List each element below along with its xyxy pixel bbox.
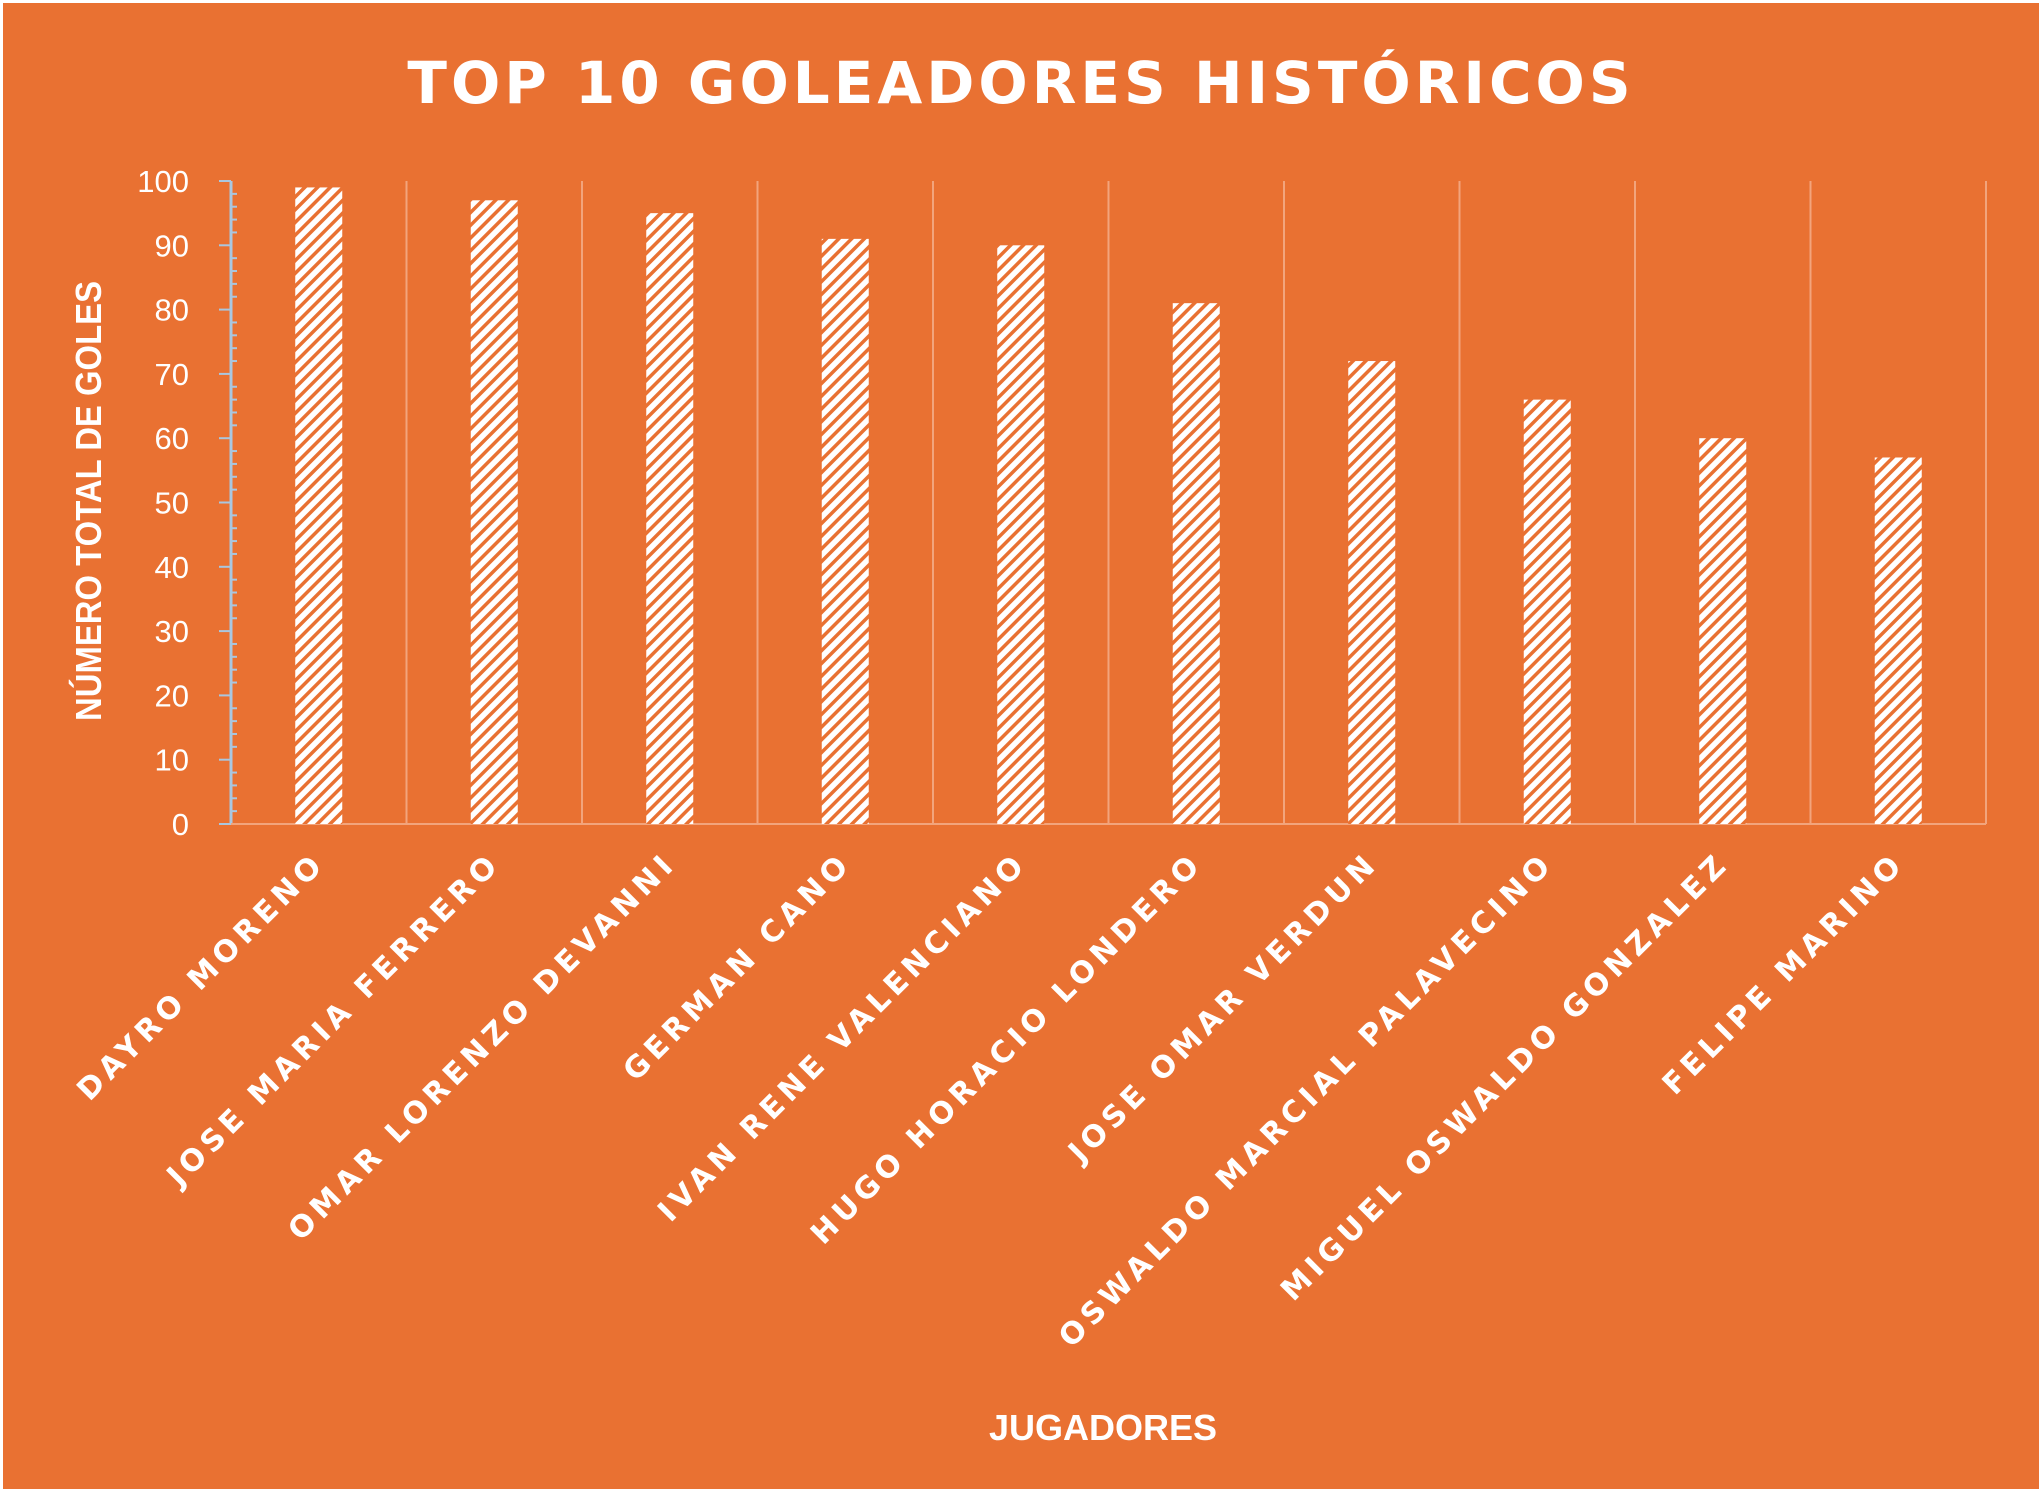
x-axis-title: JUGADORES: [989, 1407, 1217, 1448]
y-tick-label: 0: [172, 807, 189, 842]
bar-4: [821, 238, 869, 824]
bar-3: [646, 213, 694, 824]
y-tick-label: 80: [155, 293, 189, 328]
y-tick-label: 90: [155, 228, 189, 263]
x-tick-label: IVAN RENE VALENCIANO: [651, 846, 1034, 1229]
bar-5: [997, 245, 1045, 825]
bar-7: [1348, 361, 1396, 824]
y-tick-label: 70: [155, 357, 189, 392]
y-tick-label: 10: [155, 743, 189, 778]
bar-1: [295, 187, 343, 824]
y-tick-label: 100: [137, 164, 189, 199]
bar-9: [1699, 438, 1747, 824]
y-tick-label: 50: [155, 486, 189, 521]
bar-chart: TOP 10 GOLEADORES HISTÓRICOS 0 10 20 30 40 50…: [67, 48, 1987, 1448]
gridlines: [405, 181, 1987, 824]
bar-10: [1874, 457, 1922, 824]
bars: [295, 187, 1922, 825]
y-axis-ticks: 0 10 20 30 40 50 60 70 80 90 100: [137, 164, 189, 842]
x-tick-label: OMAR LORENZO DEVANNI: [282, 846, 684, 1248]
y-tick-label: 60: [155, 421, 189, 456]
y-tick-label: 30: [155, 614, 189, 649]
bar-8: [1523, 399, 1571, 824]
chart-frame: TOP 10 GOLEADORES HISTÓRICOS 0 10 20 30 40 50…: [3, 3, 2039, 1489]
x-tick-label: JOSE OMAR VERDUN: [1060, 846, 1385, 1171]
axes: [219, 180, 1986, 825]
y-axis-title: NÚMERO TOTAL DE GOLES: [67, 281, 109, 721]
x-tick-label: HUGO HORACIO LONDERO: [804, 846, 1210, 1252]
y-tick-label: 20: [155, 678, 189, 713]
bar-6: [1172, 303, 1220, 824]
bar-2: [470, 200, 518, 825]
x-tick-label: JOSE MARIA FERRERO: [159, 846, 508, 1195]
chart-title: TOP 10 GOLEADORES HISTÓRICOS: [407, 48, 1634, 117]
y-tick-label: 40: [155, 550, 189, 585]
